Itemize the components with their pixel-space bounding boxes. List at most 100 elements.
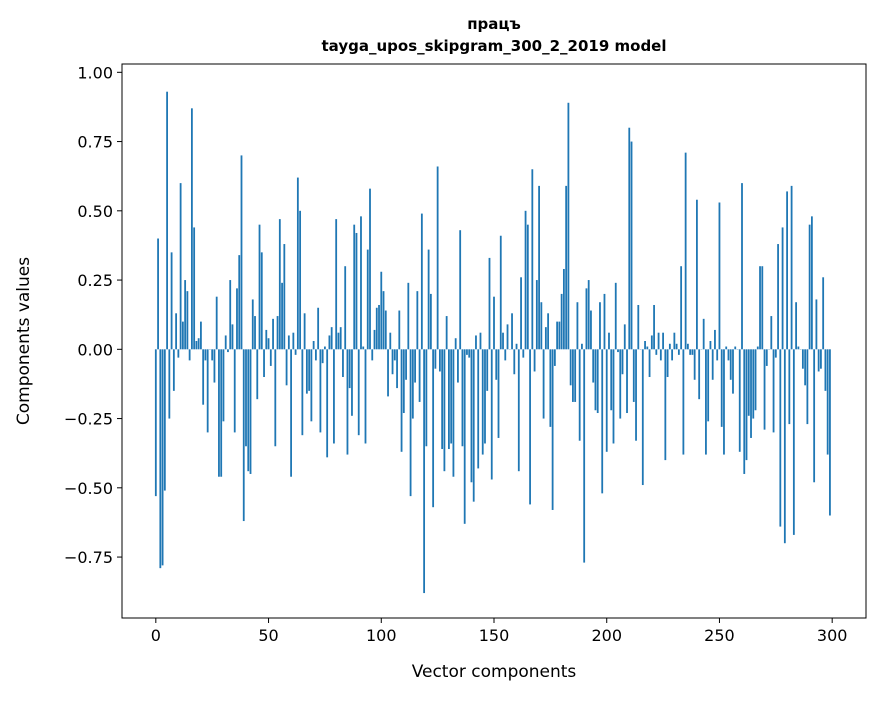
bar-79	[333, 349, 335, 443]
bar-20	[200, 322, 202, 350]
bar-37	[238, 255, 240, 349]
bar-226	[664, 349, 666, 460]
bar-196	[597, 349, 599, 413]
bar-201	[608, 333, 610, 350]
bar-173	[545, 327, 547, 349]
x-tick-label: 0	[151, 626, 161, 645]
bar-273	[770, 316, 772, 349]
bar-194	[592, 349, 594, 382]
bar-34	[232, 324, 234, 349]
bar-28	[218, 349, 220, 476]
bar-160	[516, 344, 518, 350]
bar-180	[561, 294, 563, 349]
bar-13	[184, 280, 186, 349]
x-tick-label: 200	[591, 626, 622, 645]
bar-199	[604, 294, 606, 349]
bar-140	[471, 349, 473, 482]
bar-187	[577, 302, 579, 349]
bar-174	[547, 313, 549, 349]
bar-19	[198, 338, 200, 349]
bar-262	[746, 349, 748, 460]
bar-5	[166, 92, 168, 350]
bar-32	[227, 349, 229, 352]
bar-296	[822, 277, 824, 349]
bar-274	[773, 349, 775, 432]
bar-97	[374, 330, 376, 349]
bar-195	[595, 349, 597, 410]
bar-48	[263, 349, 265, 377]
x-tick-label: 50	[258, 626, 278, 645]
bar-185	[572, 349, 574, 402]
bar-55	[279, 219, 281, 349]
bar-14	[186, 291, 188, 349]
bar-232	[678, 349, 680, 355]
bar-131	[450, 349, 452, 443]
bar-181	[563, 269, 565, 349]
bar-161	[518, 349, 520, 471]
bar-250	[719, 203, 721, 350]
bar-224	[660, 349, 662, 360]
bar-51	[270, 349, 272, 366]
bar-143	[477, 349, 479, 468]
bar-263	[748, 349, 750, 415]
y-axis-ticks: −0.75−0.50−0.250.000.250.500.751.00	[64, 63, 122, 567]
bar-136	[462, 349, 464, 446]
bar-130	[448, 349, 450, 449]
bar-57	[283, 244, 285, 349]
bar-205	[617, 349, 619, 352]
bar-99	[378, 305, 380, 349]
bar-106	[394, 349, 396, 360]
bar-206	[619, 349, 621, 418]
bar-117	[419, 349, 421, 402]
bar-294	[818, 349, 820, 371]
bar-4	[164, 349, 166, 490]
bar-108	[398, 311, 400, 350]
y-axis-label: Components values	[14, 257, 34, 425]
bar-172	[543, 349, 545, 418]
bar-298	[827, 349, 829, 454]
bar-70	[313, 341, 315, 349]
bar-92	[362, 347, 364, 350]
bar-289	[806, 349, 808, 424]
y-tick-label: 0.25	[77, 271, 113, 290]
bar-227	[667, 349, 669, 377]
bar-8	[173, 349, 175, 391]
bar-10	[177, 349, 179, 357]
bar-276	[777, 244, 779, 349]
bar-229	[671, 349, 673, 360]
bar-257	[734, 347, 736, 350]
bar-295	[820, 349, 822, 368]
bar-36	[236, 288, 238, 349]
bar-265	[752, 349, 754, 418]
bar-72	[317, 308, 319, 350]
bar-78	[331, 327, 333, 349]
bar-163	[522, 349, 524, 357]
bar-137	[464, 349, 466, 524]
bar-62	[295, 349, 297, 355]
bar-183	[567, 103, 569, 350]
bar-154	[502, 333, 504, 350]
bar-271	[766, 349, 768, 366]
bar-116	[416, 291, 418, 349]
bar-121	[428, 250, 430, 350]
bar-156	[507, 324, 509, 349]
bar-200	[606, 349, 608, 451]
bar-35	[234, 349, 236, 432]
bar-209	[626, 349, 628, 413]
bar-178	[556, 322, 558, 350]
bar-127	[441, 349, 443, 449]
bar-47	[261, 252, 263, 349]
bar-159	[513, 349, 515, 374]
bar-91	[360, 216, 362, 349]
y-tick-label: 1.00	[77, 63, 113, 82]
bar-153	[500, 236, 502, 350]
bar-89	[356, 233, 358, 349]
bar-63	[297, 178, 299, 350]
bar-124	[434, 349, 436, 368]
bar-266	[755, 349, 757, 410]
bar-90	[358, 349, 360, 435]
bar-3	[162, 349, 164, 565]
bar-21	[202, 349, 204, 404]
bar-283	[793, 349, 795, 535]
bar-56	[281, 283, 283, 349]
